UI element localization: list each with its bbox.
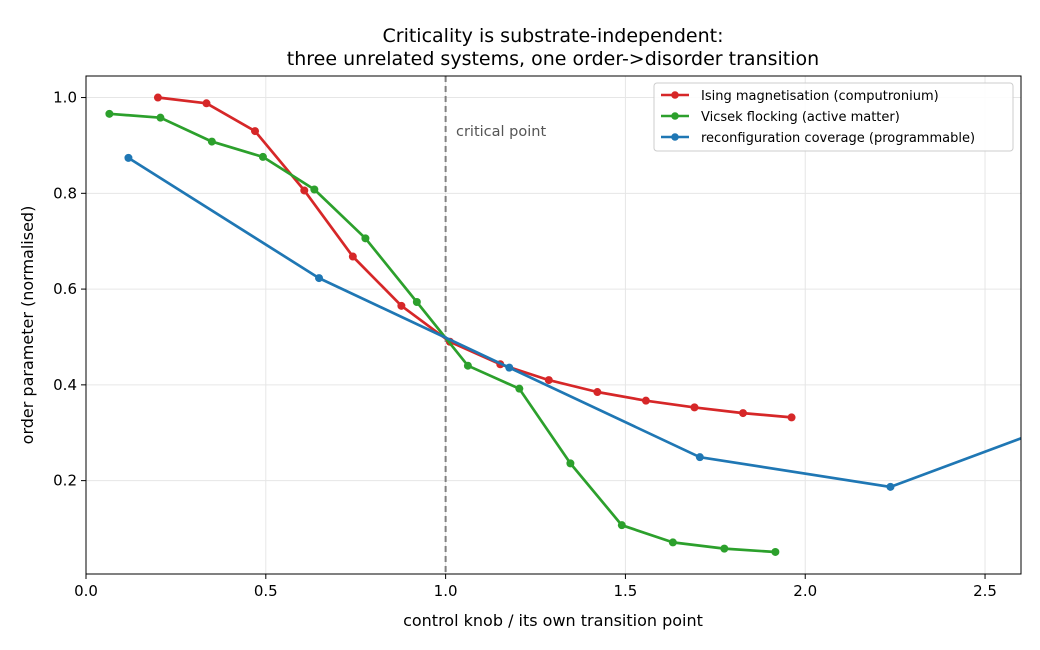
data-point-ising [593,388,602,397]
legend-box [653,82,1014,152]
data-point-ising [397,301,406,310]
data-point-vicsek [617,521,626,530]
legend-label-ising: Ising magnetisation (computronium) [701,89,939,104]
data-point-ising [300,186,309,195]
data-point-vicsek [515,384,524,393]
data-point-reconfiguration [695,453,704,462]
x-tick-label: 2.5 [973,582,997,600]
chart-title-line-1: Criticality is substrate-independent: [383,25,724,47]
y-tick-label: 0.2 [53,472,77,490]
legend-label-reconfiguration: reconfiguration coverage (programmable) [701,131,975,146]
chart-title-line-2: three unrelated systems, one order->diso… [287,48,819,70]
y-axis-label: order parameter (normalised) [18,206,37,445]
data-point-vicsek [310,185,319,194]
y-tick-label: 1.0 [53,89,77,107]
data-point-ising [739,409,748,418]
data-point-ising [787,413,796,422]
y-tick-label: 0.6 [53,280,77,298]
data-point-ising [153,93,162,102]
legend: Ising magnetisation (computronium) Vicse… [653,82,1014,152]
series-line-reconfiguration [127,156,1021,489]
data-point-reconfiguration [124,153,133,162]
series-vicsek [105,109,780,556]
y-tick-label: 0.4 [53,376,77,394]
x-axis-label: control knob / its own transition point [403,611,703,630]
data-point-vicsek [105,109,114,118]
x-tick-label: 2.0 [793,582,817,600]
data-point-reconfiguration [505,363,514,372]
critical-point-label: critical point [456,124,546,140]
data-point-ising [251,127,260,136]
data-point-vicsek [207,137,216,146]
axis-ticks: 0.0 0.5 1.0 1.5 2.0 2.5 0.2 0.4 0.6 0.8 1.0 [53,89,997,600]
legend-entry-ising: Ising magnetisation (computronium) [661,89,939,104]
data-point-vicsek [720,544,729,553]
legend-entry-reconfiguration: reconfiguration coverage (programmable) [661,131,975,146]
x-tick-label: 1.0 [434,582,458,600]
x-tick-label: 1.5 [613,582,637,600]
y-tick-label: 0.8 [53,184,77,202]
legend-marker-vicsek [671,112,679,120]
data-point-reconfiguration [315,274,324,283]
legend-entry-vicsek: Vicsek flocking (active matter) [661,110,900,125]
data-point-vicsek [668,538,677,547]
data-point-reconfiguration [886,482,895,491]
legend-label-vicsek: Vicsek flocking (active matter) [701,110,900,125]
x-tick-label: 0.5 [254,582,278,600]
x-tick-label: 0.0 [74,582,98,600]
data-point-vicsek [412,298,421,307]
data-point-vicsek [771,547,780,556]
series-layer [105,93,1021,556]
legend-marker-ising [671,91,679,99]
data-point-ising [641,396,650,405]
legend-marker-reconfiguration [671,133,679,141]
plot-frame [85,75,1022,575]
data-point-vicsek [361,234,370,243]
data-point-ising [348,252,357,261]
series-line-vicsek [108,112,777,554]
series-line-ising [156,96,793,419]
series-reconfiguration [124,153,1021,491]
data-point-vicsek [258,152,267,161]
data-point-vicsek [156,113,165,122]
data-point-ising [202,99,211,108]
data-point-vicsek [566,459,575,468]
data-point-ising [544,376,553,385]
data-point-ising [690,403,699,412]
data-point-vicsek [463,361,472,370]
